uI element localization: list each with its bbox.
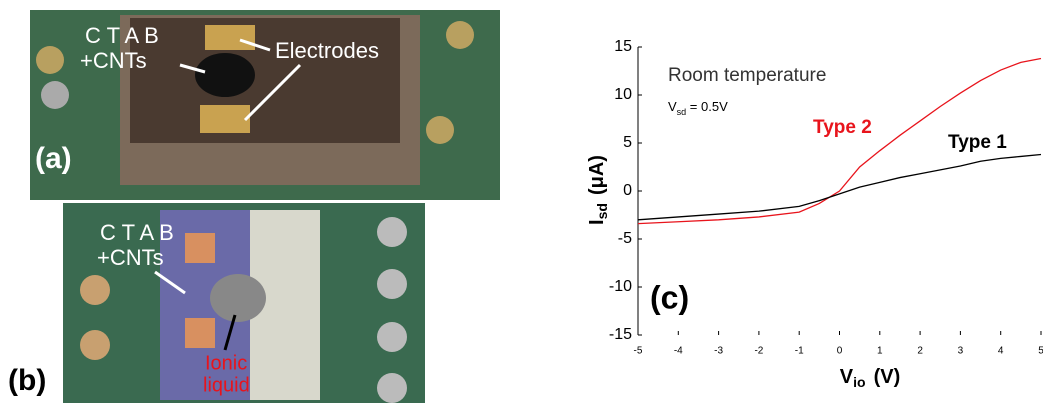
sample xyxy=(195,53,255,97)
panel-label: (a) xyxy=(35,142,72,175)
pin xyxy=(80,330,110,360)
pin xyxy=(446,21,474,49)
x-tick-label: -5 xyxy=(634,346,643,357)
annotation: Vsd = 0.5V xyxy=(668,99,728,117)
x-tick-label: 5 xyxy=(1038,346,1043,357)
line xyxy=(638,155,1041,220)
series-label: Type 2 xyxy=(813,117,872,138)
x-tick-label: 1 xyxy=(877,346,883,357)
subscript: sd xyxy=(677,107,687,117)
y-tick-label: 0 xyxy=(623,182,632,199)
x-tick-label: 2 xyxy=(917,346,923,357)
electrode xyxy=(205,25,255,50)
x-tick-label: -1 xyxy=(795,346,804,357)
x-tick-label: -2 xyxy=(754,346,763,357)
photo-a: C T A B +CNTs Electrodes (a) xyxy=(30,10,500,200)
x-axis-label: Vio (V) xyxy=(840,366,900,389)
symbol: V xyxy=(840,366,854,388)
x-tick-label: 4 xyxy=(998,346,1004,357)
subscript: io xyxy=(853,374,865,390)
pin xyxy=(377,322,407,352)
electrode xyxy=(200,105,250,133)
label: C T A B xyxy=(85,23,159,48)
annotation: Room temperature xyxy=(668,65,826,86)
electrode xyxy=(185,318,215,348)
pin xyxy=(377,373,407,403)
pin xyxy=(377,269,407,299)
pin xyxy=(426,116,454,144)
label: liquid xyxy=(203,374,250,396)
y-tick-label: 10 xyxy=(614,86,632,103)
figure: C T A B +CNTs Electrodes (a) C T A B +CN… xyxy=(0,0,1043,405)
label: +CNTs xyxy=(97,245,164,270)
y-tick-label: -5 xyxy=(618,230,632,247)
x-tick-label: 0 xyxy=(837,346,843,357)
y-tick-label: -15 xyxy=(609,326,632,343)
x-tick-label: -4 xyxy=(674,346,683,357)
label: +CNTs xyxy=(80,48,147,73)
y-tick-label: 15 xyxy=(614,38,632,55)
droplet xyxy=(210,274,266,322)
unit: = 0.5V xyxy=(686,99,728,114)
label: Ionic xyxy=(205,352,247,374)
panel-label: (b) xyxy=(8,364,46,397)
y-tick-label: 5 xyxy=(623,134,632,151)
pin xyxy=(377,217,407,247)
x-tick-label: 3 xyxy=(958,346,964,357)
electrode xyxy=(185,233,215,263)
label: Electrodes xyxy=(275,38,379,63)
x-tick-label: -3 xyxy=(714,346,723,357)
y-axis-label: Isd(μA) xyxy=(586,155,609,225)
panel-label: (c) xyxy=(650,279,689,315)
symbol: V xyxy=(668,99,677,114)
unit: (μA) xyxy=(586,155,608,195)
pin xyxy=(36,46,64,74)
y-tick-label: -10 xyxy=(609,278,632,295)
series-label: Type 1 xyxy=(948,132,1007,153)
subscript: sd xyxy=(594,203,610,219)
pin xyxy=(41,81,69,109)
label: C T A B xyxy=(100,220,174,245)
pin xyxy=(80,275,110,305)
unit: (V) xyxy=(874,366,901,388)
chip-surface xyxy=(130,18,400,143)
photo-b: C T A B +CNTs Ionic liquid (b) xyxy=(8,203,425,403)
